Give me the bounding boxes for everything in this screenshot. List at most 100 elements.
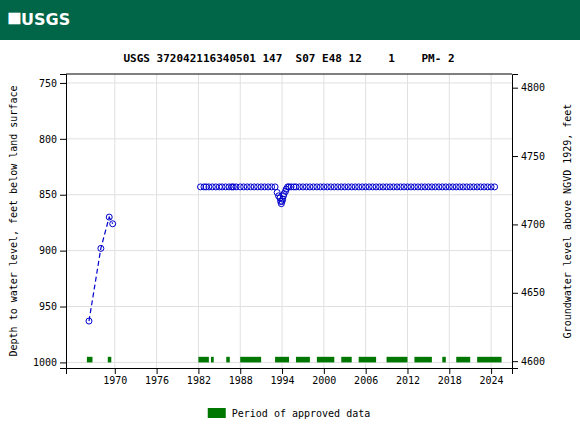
tick-label: 1988 <box>229 375 253 386</box>
grid-line-x <box>198 74 199 368</box>
tick-label: 1970 <box>103 375 127 386</box>
legend-label: Period of approved data <box>232 408 370 419</box>
approved-period <box>226 357 229 363</box>
tick: 950 <box>39 301 66 312</box>
tick-mark <box>60 251 66 252</box>
grid-line-y <box>66 82 512 83</box>
grid-line-x <box>156 74 157 368</box>
approved-period <box>275 357 289 363</box>
approved-period <box>296 357 310 363</box>
tick-mark <box>512 88 518 89</box>
axis-line <box>60 75 67 369</box>
grid-line-x <box>407 74 408 368</box>
grid-line-y <box>66 250 512 251</box>
grid-line-y <box>66 194 512 195</box>
y2-axis: 4600 4650 4700 4750 4800 <box>512 75 545 369</box>
approved-period <box>240 357 261 363</box>
tick-mark <box>240 368 241 374</box>
tick: 4700 <box>512 219 545 230</box>
grid-line-x <box>491 74 492 368</box>
tick-mark <box>60 362 66 363</box>
tick-mark <box>512 361 518 362</box>
marks <box>86 184 502 363</box>
tick: 4650 <box>512 287 545 298</box>
tick: 4600 <box>512 356 545 367</box>
tick: 900 <box>39 245 66 256</box>
grid-line-x <box>240 74 241 368</box>
grid-line-x <box>449 74 450 368</box>
point <box>106 214 112 220</box>
grid-line-x <box>282 74 283 368</box>
approved-period <box>211 357 214 363</box>
tick: 1994 <box>270 368 294 386</box>
grid-line-x <box>365 74 366 368</box>
tick-label: 800 <box>39 134 57 145</box>
tick: 4800 <box>512 82 545 93</box>
chart: ⯀USGS 1970 1976 1982 1988 1994 2000 2006 2012 201… <box>0 0 580 430</box>
tick-mark <box>60 307 66 308</box>
tick: 850 <box>39 189 66 200</box>
tick-label: 4600 <box>521 356 545 367</box>
tick: 1988 <box>229 368 253 386</box>
approved-period <box>341 357 351 363</box>
header-annotation: ⯀USGS <box>8 10 70 29</box>
grid-line-y <box>66 138 512 139</box>
point <box>110 221 116 227</box>
tick: 2024 <box>480 368 504 386</box>
point <box>492 184 498 190</box>
tick-mark <box>324 368 325 374</box>
tick-mark <box>512 156 518 157</box>
y-axis-title: Depth to water level, feet below land su… <box>8 86 19 357</box>
y-axis: 750 800 850 900 950 1000 <box>33 75 67 369</box>
point <box>98 245 104 251</box>
grid-line-x <box>323 74 324 368</box>
tick-label: 4700 <box>521 219 545 230</box>
approved-period <box>198 357 208 363</box>
legend-swatch <box>208 408 226 418</box>
tick-label: 2012 <box>396 375 420 386</box>
title: USGS 372042116340501 147 S07 E48 12 1 PM… <box>123 52 454 65</box>
tick-label: 2000 <box>312 375 336 386</box>
tick-label: 750 <box>39 78 57 89</box>
series-1 <box>197 184 497 207</box>
approved-period <box>317 357 334 363</box>
tick: 800 <box>39 134 66 145</box>
tick: 1970 <box>103 368 127 386</box>
point <box>86 318 92 324</box>
tick: 1976 <box>145 368 169 386</box>
tick: 750 <box>39 78 66 89</box>
approved-period <box>108 357 111 363</box>
approved-period <box>477 357 501 363</box>
tick: 2018 <box>438 368 462 386</box>
legend-item: Period of approved data <box>208 408 370 419</box>
tick-label: 1000 <box>33 357 57 368</box>
tick: 2006 <box>354 368 378 386</box>
plot: 1970 1976 1982 1988 1994 2000 2006 2012 2018 2024… <box>33 74 545 386</box>
tick-label: 2024 <box>480 375 504 386</box>
tick-label: 4800 <box>521 82 545 93</box>
series-2 <box>87 357 502 363</box>
grid-line-y <box>66 306 512 307</box>
tick: 2012 <box>396 368 420 386</box>
series-line <box>89 217 113 321</box>
approved-period <box>359 357 376 363</box>
tick: 2000 <box>312 368 336 386</box>
tick-label: 2006 <box>354 375 378 386</box>
tick: 1982 <box>187 368 211 386</box>
approved-period <box>456 357 470 363</box>
axis-line <box>67 369 513 375</box>
tick-mark <box>512 293 518 294</box>
tick-mark <box>491 368 492 374</box>
grid <box>66 74 512 368</box>
tick: 4750 <box>512 151 545 162</box>
y2-axis-title: Groundwater level above NGVD 1929, feet <box>562 104 573 339</box>
tick-label: 4650 <box>521 287 545 298</box>
approved-period <box>387 357 408 363</box>
approved-period <box>414 357 431 363</box>
approved-period <box>87 357 93 363</box>
tick-mark <box>60 83 66 84</box>
tick-mark <box>512 224 518 225</box>
tick-mark <box>115 368 116 374</box>
tick-mark <box>407 368 408 374</box>
tick-label: 4750 <box>521 151 545 162</box>
